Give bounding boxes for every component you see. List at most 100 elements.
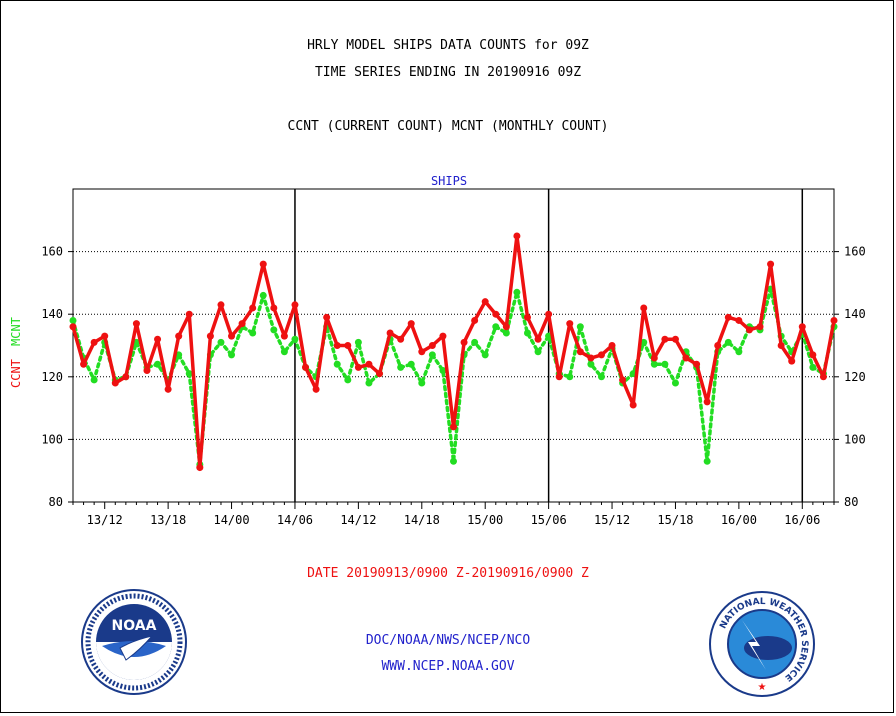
data-point-ccnt-18 <box>259 260 267 268</box>
data-point-mcnt-43 <box>523 329 531 337</box>
x-tick-label-13-12: 13/12 <box>87 513 123 527</box>
data-point-mcnt-21 <box>291 335 299 343</box>
noaa-logo-icon: NOAA <box>81 589 187 695</box>
data-point-ccnt-58 <box>682 354 690 362</box>
data-point-ccnt-51 <box>608 342 616 349</box>
data-point-ccnt-13 <box>206 332 214 340</box>
data-point-ccnt-57 <box>671 335 679 343</box>
data-point-ccnt-4 <box>111 379 119 387</box>
data-point-ccnt-25 <box>333 342 341 349</box>
data-point-mcnt-50 <box>597 373 605 381</box>
data-point-ccnt-15 <box>228 332 236 340</box>
x-tick-label-14-00: 14/00 <box>213 513 249 527</box>
noaa-logo-text: NOAA <box>112 618 157 634</box>
x-tick-label-14-06: 14/06 <box>277 513 313 527</box>
y-tick-label-right-80: 80 <box>844 495 858 509</box>
y-tick-label-right-100: 100 <box>844 432 866 446</box>
data-point-mcnt-42 <box>513 288 521 296</box>
data-point-ccnt-72 <box>830 316 838 324</box>
data-point-ccnt-30 <box>386 329 394 337</box>
y-tick-label-right-140: 140 <box>844 307 866 321</box>
y-tick-label-left-120: 120 <box>41 370 63 384</box>
data-point-ccnt-66 <box>767 260 775 268</box>
data-point-mcnt-49 <box>587 360 595 368</box>
data-point-mcnt-57 <box>671 379 679 387</box>
data-point-ccnt-34 <box>428 342 436 349</box>
data-point-ccnt-39 <box>481 298 489 306</box>
data-point-ccnt-37 <box>460 338 468 346</box>
date-range-label: DATE 20190913/0900 Z-20190916/0900 Z <box>307 566 589 581</box>
data-point-ccnt-53 <box>629 401 637 409</box>
data-point-ccnt-49 <box>587 354 595 362</box>
y-tick-label-right-120: 120 <box>844 370 866 384</box>
x-tick-label-16-00: 16/00 <box>721 513 757 527</box>
data-point-mcnt-44 <box>534 348 542 356</box>
data-point-ccnt-46 <box>555 373 563 381</box>
data-point-ccnt-64 <box>745 326 753 334</box>
data-point-ccnt-17 <box>249 304 257 312</box>
x-tick-label-14-18: 14/18 <box>404 513 440 527</box>
axes <box>68 188 839 509</box>
data-point-mcnt-19 <box>270 326 278 334</box>
data-point-mcnt-36 <box>450 457 457 465</box>
data-point-mcnt-60 <box>703 457 711 465</box>
x-tick-label-15-18: 15/18 <box>657 513 693 527</box>
data-point-ccnt-54 <box>640 304 648 312</box>
data-point-ccnt-40 <box>492 310 500 318</box>
data-point-ccnt-14 <box>217 301 225 309</box>
data-point-mcnt-15 <box>228 351 236 359</box>
x-tick-label-13-18: 13/18 <box>150 513 186 527</box>
data-point-ccnt-42 <box>513 232 521 240</box>
data-point-mcnt-17 <box>249 329 257 337</box>
data-point-ccnt-35 <box>439 332 447 340</box>
star-icon: ★ <box>758 682 767 693</box>
data-point-ccnt-38 <box>471 316 479 324</box>
data-point-ccnt-33 <box>418 348 426 356</box>
data-point-ccnt-2 <box>90 338 98 346</box>
data-point-mcnt-54 <box>640 338 648 346</box>
header-line-1: HRLY MODEL SHIPS DATA COUNTS for 09Z <box>307 38 589 53</box>
data-point-ccnt-12 <box>196 464 204 472</box>
data-point-ccnt-41 <box>502 323 510 331</box>
data-point-ccnt-63 <box>735 316 743 324</box>
y-tick-label-left-160: 160 <box>41 245 63 259</box>
data-point-mcnt-34 <box>428 351 436 359</box>
data-point-ccnt-7 <box>143 367 151 375</box>
header-line-3: CCNT (CURRENT COUNT) MCNT (MONTHLY COUNT… <box>287 119 609 134</box>
data-point-ccnt-43 <box>523 313 531 321</box>
data-point-ccnt-32 <box>407 320 415 328</box>
data-point-mcnt-63 <box>735 348 743 356</box>
data-point-mcnt-39 <box>481 351 489 359</box>
data-point-ccnt-26 <box>344 342 352 349</box>
data-point-ccnt-69 <box>798 323 806 331</box>
data-point-mcnt-38 <box>471 338 479 346</box>
data-point-mcnt-27 <box>354 338 362 346</box>
data-point-ccnt-44 <box>534 335 542 343</box>
org-label: DOC/NOAA/NWS/NCEP/NCO <box>365 633 531 648</box>
data-point-ccnt-0 <box>69 323 77 331</box>
tick-labels: 80 80 100 100 120 120 140 140 160 160 13/12 13/18 14… <box>41 245 865 527</box>
data-point-ccnt-8 <box>154 335 162 343</box>
data-point-ccnt-55 <box>650 354 658 362</box>
y-tick-label-right-160: 160 <box>844 245 866 259</box>
data-point-ccnt-48 <box>576 348 584 356</box>
data-point-mcnt-31 <box>397 363 405 371</box>
website-link[interactable]: WWW.NCEP.NOAA.GOV <box>381 659 515 674</box>
data-point-ccnt-6 <box>132 320 140 328</box>
data-point-mcnt-40 <box>492 323 500 331</box>
data-point-mcnt-55 <box>650 360 658 368</box>
x-tick-label-14-12: 14/12 <box>340 513 376 527</box>
data-point-ccnt-20 <box>280 332 288 340</box>
data-point-ccnt-1 <box>80 360 88 368</box>
x-tick-label-15-06: 15/06 <box>531 513 567 527</box>
data-point-ccnt-10 <box>175 332 183 340</box>
data-point-ccnt-29 <box>376 370 384 378</box>
data-point-ccnt-59 <box>693 360 701 368</box>
data-point-ccnt-70 <box>809 351 817 359</box>
data-point-mcnt-41 <box>502 329 510 337</box>
data-point-mcnt-11 <box>185 370 193 378</box>
data-point-mcnt-25 <box>333 360 341 368</box>
x-tick-label-15-00: 15/00 <box>467 513 503 527</box>
